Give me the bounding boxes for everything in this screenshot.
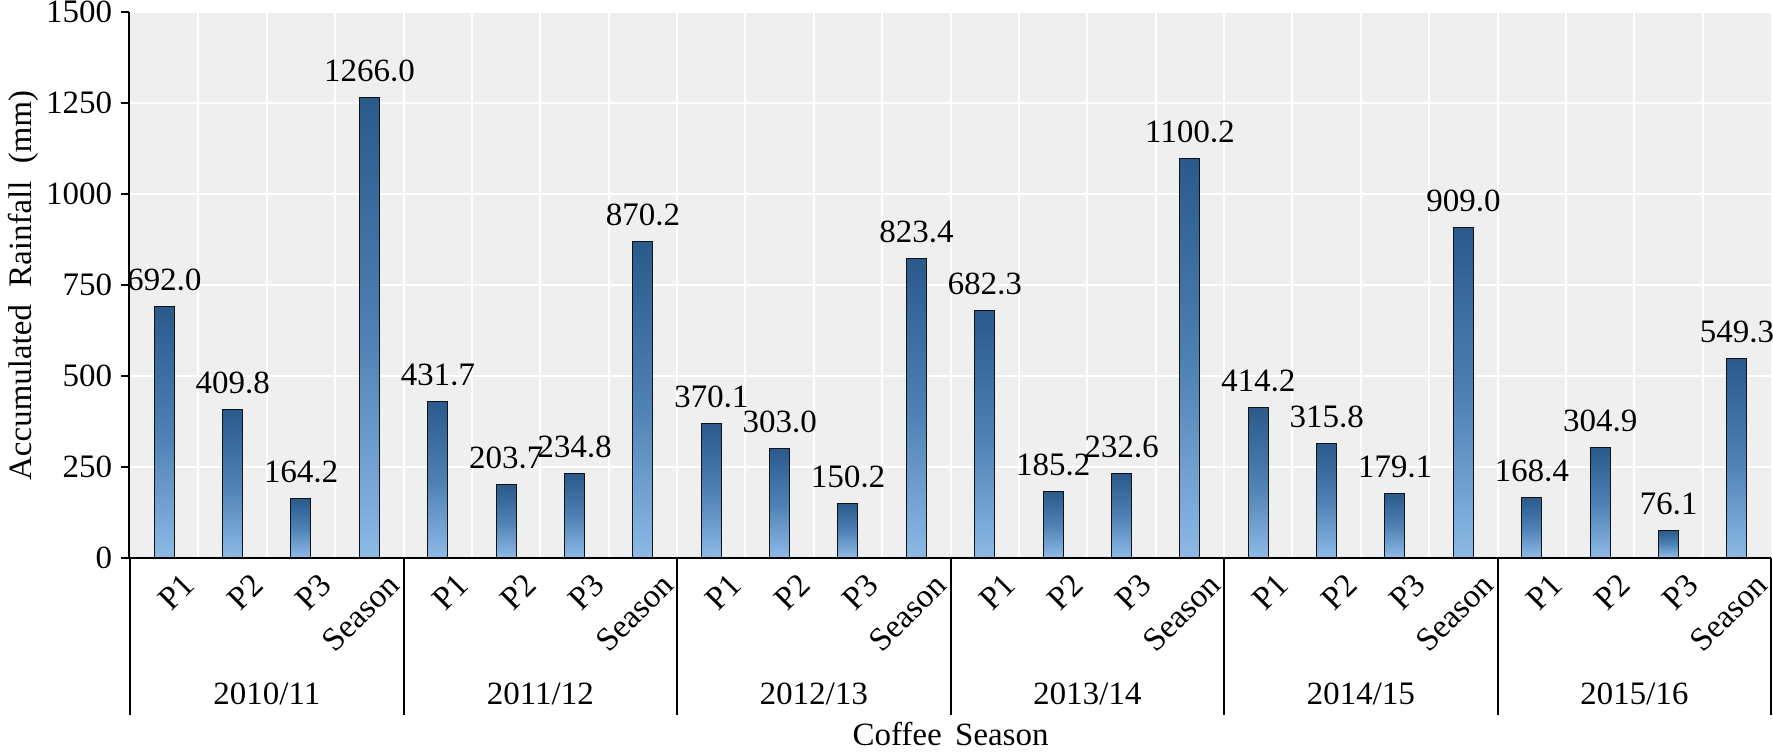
group-label: 2015/16 bbox=[1580, 676, 1689, 712]
vertical-gridline bbox=[265, 12, 268, 558]
bar bbox=[563, 472, 585, 558]
bar bbox=[1521, 496, 1543, 558]
bar bbox=[1657, 530, 1679, 558]
bar-value-label: 414.2 bbox=[1221, 363, 1296, 400]
y-tick-label: 500 bbox=[62, 358, 113, 394]
bar-value-label: 549.3 bbox=[1699, 314, 1773, 351]
bar-value-label: 870.2 bbox=[605, 197, 680, 234]
group-separator bbox=[402, 558, 405, 715]
bar bbox=[1384, 492, 1406, 558]
vertical-gridline bbox=[539, 12, 542, 558]
group-label: 2013/14 bbox=[1033, 676, 1142, 712]
bar-value-label: 315.8 bbox=[1289, 399, 1364, 436]
vertical-gridline bbox=[1633, 12, 1636, 558]
bar bbox=[905, 258, 927, 558]
y-tick-mark bbox=[121, 193, 129, 195]
vertical-gridline bbox=[197, 12, 200, 558]
y-tick-label: 1500 bbox=[46, 0, 112, 30]
bar-value-label: 409.8 bbox=[195, 364, 270, 401]
group-separator bbox=[1770, 558, 1772, 715]
group-label: 2010/11 bbox=[213, 676, 321, 712]
group-label: 2011/12 bbox=[486, 676, 594, 712]
vertical-gridline bbox=[1154, 12, 1157, 558]
y-tick-label: 0 bbox=[95, 540, 113, 576]
y-tick-label: 250 bbox=[62, 449, 113, 485]
bar-value-label: 150.2 bbox=[810, 459, 886, 496]
vertical-gridline bbox=[1359, 12, 1362, 558]
bar-value-label: 682.3 bbox=[947, 265, 1022, 302]
group-separator bbox=[949, 558, 952, 715]
bar-value-label: 431.7 bbox=[400, 356, 475, 393]
bar bbox=[153, 306, 175, 558]
x-axis-line bbox=[121, 557, 1771, 559]
bar-value-label: 823.4 bbox=[879, 214, 954, 251]
y-tick-mark bbox=[121, 466, 129, 468]
vertical-gridline bbox=[1017, 12, 1020, 558]
bar-value-label: 1100.2 bbox=[1145, 113, 1235, 150]
bar-value-label: 179.1 bbox=[1357, 448, 1433, 485]
vertical-gridline bbox=[1086, 12, 1089, 558]
bar bbox=[1726, 358, 1748, 558]
bar bbox=[700, 423, 722, 558]
y-tick-mark bbox=[121, 284, 129, 286]
bar bbox=[495, 483, 517, 558]
y-tick-label: 1250 bbox=[46, 85, 112, 121]
bar bbox=[974, 309, 996, 558]
bar-value-label: 692.0 bbox=[127, 262, 202, 299]
y-tick-mark bbox=[121, 11, 129, 13]
bar-value-label: 370.1 bbox=[674, 379, 749, 416]
group-separator bbox=[676, 558, 678, 715]
bar bbox=[1179, 157, 1201, 558]
vertical-gridline bbox=[949, 12, 952, 558]
vertical-gridline bbox=[1223, 12, 1225, 558]
bar-value-label: 234.8 bbox=[537, 428, 612, 465]
vertical-gridline bbox=[744, 12, 747, 558]
y-tick-label: 1000 bbox=[46, 176, 112, 212]
bar bbox=[427, 400, 449, 558]
bar-value-label: 1266.0 bbox=[323, 53, 415, 90]
bar-value-label: 303.0 bbox=[742, 403, 817, 440]
y-axis-line bbox=[128, 12, 130, 558]
y-tick-mark bbox=[121, 375, 129, 377]
y-tick-label: 750 bbox=[62, 267, 113, 303]
vertical-gridline bbox=[334, 12, 337, 558]
vertical-gridline bbox=[607, 12, 610, 558]
vertical-gridline bbox=[1701, 12, 1704, 558]
bar bbox=[837, 503, 859, 558]
vertical-gridline bbox=[1496, 12, 1499, 558]
bar bbox=[1452, 227, 1474, 558]
vertical-gridline bbox=[1428, 12, 1431, 558]
bar-value-label: 185.2 bbox=[1015, 446, 1091, 483]
vertical-gridline bbox=[812, 12, 815, 558]
plot-area bbox=[130, 11, 1771, 558]
group-separator bbox=[1496, 558, 1499, 715]
bar-value-label: 203.7 bbox=[468, 439, 544, 476]
bar-value-label: 76.1 bbox=[1639, 486, 1698, 523]
vertical-gridline bbox=[676, 12, 678, 558]
vertical-gridline bbox=[402, 12, 405, 558]
group-separator bbox=[1223, 558, 1225, 715]
bar-value-label: 168.4 bbox=[1494, 452, 1569, 489]
vertical-gridline bbox=[1564, 12, 1567, 558]
vertical-gridline bbox=[1291, 12, 1294, 558]
group-separator bbox=[129, 558, 131, 715]
bar-value-label: 909.0 bbox=[1426, 183, 1501, 220]
vertical-gridline bbox=[470, 12, 473, 558]
vertical-gridline bbox=[881, 12, 884, 558]
bar-value-label: 232.6 bbox=[1084, 429, 1159, 466]
bar-value-label: 164.2 bbox=[263, 454, 339, 491]
x-axis-title: Coffee Season bbox=[852, 717, 1049, 753]
bar bbox=[1110, 473, 1132, 558]
bar-value-label: 304.9 bbox=[1562, 403, 1638, 440]
group-label: 2014/15 bbox=[1306, 676, 1415, 712]
y-tick-mark bbox=[121, 102, 129, 104]
group-label: 2012/13 bbox=[759, 676, 868, 712]
bar bbox=[290, 498, 312, 558]
bar bbox=[1042, 490, 1064, 558]
